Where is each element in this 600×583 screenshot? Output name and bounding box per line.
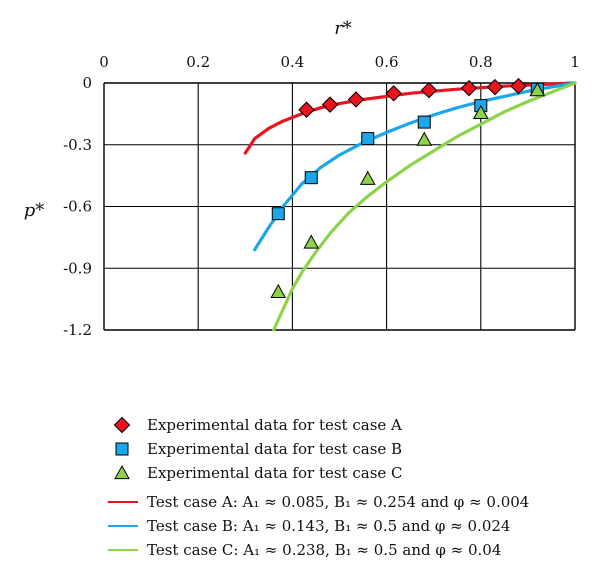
data-point-c (416, 131, 433, 146)
x-tick-label: 0.2 (186, 53, 210, 71)
x-axis-title: r* (334, 18, 352, 39)
data-point-c (359, 170, 376, 185)
data-point-b (271, 207, 285, 221)
legend-label: Experimental data for test case A (147, 416, 402, 434)
x-tick-label: 0.8 (469, 53, 493, 71)
data-point-c (303, 234, 320, 249)
legend-label: Experimental data for test case B (147, 440, 402, 458)
data-point-a (347, 91, 365, 108)
data-point-a (486, 78, 504, 96)
legend-marker-b (115, 442, 129, 456)
legend-label: Test case C: A₁ ≈ 0.238, B₁ ≈ 0.5 and φ … (147, 541, 501, 559)
legend: Experimental data for test case A Experim… (108, 416, 529, 559)
data-point-c (472, 104, 489, 119)
data-point-b (417, 115, 431, 129)
data-point-a (298, 101, 315, 118)
data-point-c (270, 283, 287, 299)
series-line-a (243, 81, 577, 155)
x-tick-label: 0 (99, 53, 109, 71)
x-tick-label: 0.4 (280, 53, 304, 71)
legend-marker-a (113, 416, 131, 434)
data-point-a (385, 85, 402, 102)
legend-label: Experimental data for test case C (147, 464, 403, 482)
y-axis-title: p* (24, 200, 45, 221)
data-point-a (321, 96, 339, 113)
legend-label: Test case B: A₁ ≈ 0.143, B₁ ≈ 0.5 and φ … (147, 517, 510, 535)
legend-marker-c (114, 464, 130, 480)
x-tick-label: 0.6 (375, 53, 399, 71)
data-point-a (460, 79, 478, 97)
grid (103, 82, 576, 331)
data-point-b (361, 132, 375, 146)
x-tick-label: 1 (570, 53, 580, 71)
y-tick-label: -1.2 (63, 321, 92, 339)
data-point-a (510, 77, 527, 95)
y-tick-label: 0 (82, 74, 92, 92)
y-tick-label: -0.6 (63, 198, 92, 216)
data-point-c (529, 82, 546, 97)
y-tick-label: -0.3 (63, 136, 92, 154)
series-line-c (272, 81, 577, 332)
y-tick-label: -0.9 (63, 259, 92, 277)
series-line-b (253, 81, 577, 252)
experimental-markers (270, 77, 546, 299)
data-point-b (304, 171, 318, 185)
tick-labels: 0 0.2 0.4 0.6 0.8 1 0 -0.3 -0.6 -0.9 -1.2 (63, 53, 580, 339)
data-point-a (420, 81, 438, 99)
legend-label: Test case A: A₁ ≈ 0.085, B₁ ≈ 0.254 and … (147, 493, 529, 511)
